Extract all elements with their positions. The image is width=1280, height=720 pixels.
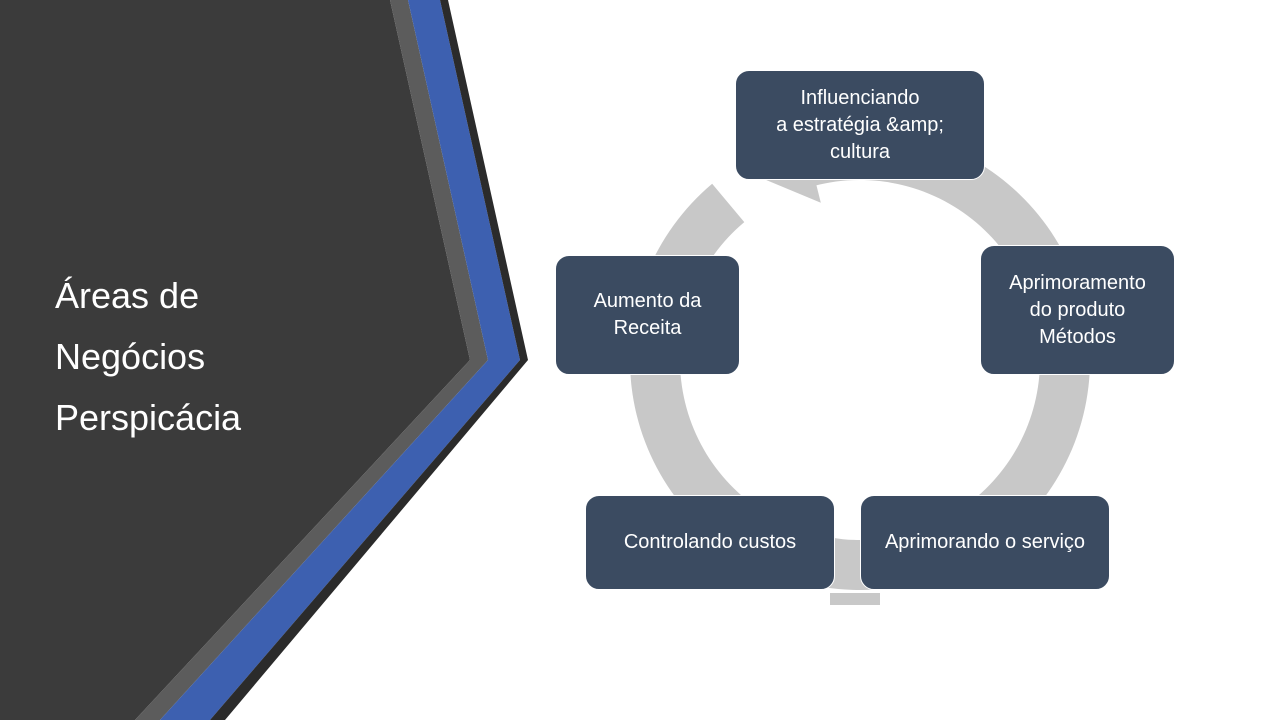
slide-title: Áreas de Negócios Perspicácia [55, 265, 241, 449]
cycle-node: Aprimoramento do produto Métodos [980, 245, 1175, 375]
cycle-node: Aumento da Receita [555, 255, 740, 375]
title-line-3: Perspicácia [55, 387, 241, 448]
title-line-1: Áreas de [55, 265, 241, 326]
slide: Áreas de Negócios Perspicácia Influencia… [0, 0, 1280, 720]
title-line-2: Negócios [55, 326, 241, 387]
cycle-diagram: Influenciando a estratégia &amp; cultura… [480, 40, 1240, 680]
cycle-node: Aprimorando o serviço [860, 495, 1110, 590]
cycle-node: Influenciando a estratégia &amp; cultura [735, 70, 985, 180]
cycle-node: Controlando custos [585, 495, 835, 590]
